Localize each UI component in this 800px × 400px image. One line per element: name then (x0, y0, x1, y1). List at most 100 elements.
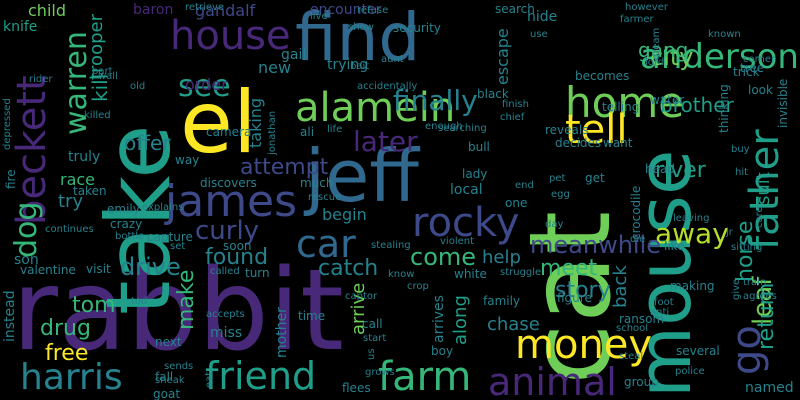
word-finish: finish (502, 99, 529, 110)
word-trying: trying (327, 57, 369, 73)
word-eat: eat (204, 371, 215, 388)
word-accepts: accepts (206, 309, 245, 320)
word-buy: buy (731, 144, 750, 155)
word-foot: foot (654, 297, 674, 308)
word-steal: steal (619, 351, 644, 362)
word-much: much (300, 176, 334, 190)
word-meanwhile: meanwhile (530, 231, 662, 259)
word-invisible: invisible (776, 78, 790, 128)
word-capture: capture (147, 230, 193, 244)
word-money: money (515, 322, 653, 368)
word-tom: tom (72, 293, 116, 318)
word-tell: tell (565, 107, 628, 153)
word-wall: wall (98, 71, 118, 82)
word-use: use (530, 29, 548, 40)
word-refuse: refuse (357, 5, 389, 16)
word-way: way (175, 153, 200, 167)
word-try: try (58, 191, 84, 212)
word-accidentally: accidentally (357, 81, 418, 92)
word-alamein: alamein (295, 85, 456, 131)
word-enough: enough (425, 121, 463, 132)
word-story: story (555, 278, 611, 303)
word-old: old (130, 81, 146, 92)
word-gang: gang (638, 38, 689, 62)
word-next: next (155, 335, 182, 349)
word-give: give (731, 278, 742, 300)
word-river: river (655, 158, 706, 183)
word-fire: fire (4, 169, 18, 189)
word-taking: taking (246, 97, 265, 148)
word-violent: violent (440, 236, 475, 247)
word-decides: decides (555, 136, 602, 150)
word-dream: dream (651, 27, 662, 60)
word-know: know (388, 269, 415, 280)
word-rider: rider (29, 74, 53, 85)
word-set: set (170, 241, 186, 252)
word-time: time (298, 309, 326, 323)
word-aunt: aunt (381, 54, 404, 65)
word-ali: ali (300, 125, 315, 139)
word-grows: grows (365, 367, 395, 378)
word-look: look (748, 83, 773, 97)
word-bull: bull (468, 140, 490, 154)
word-becomes: becomes (575, 69, 630, 83)
word-show: show (348, 22, 374, 33)
word-telling: telling (602, 100, 640, 114)
word-back: back (610, 265, 631, 308)
word-farm: farm (378, 354, 472, 400)
word-gandalf: gandalf (195, 1, 256, 20)
word-hide: hide (527, 9, 558, 25)
word-dog: dog (9, 201, 44, 258)
word-discovers: discovers (200, 176, 257, 190)
word-life: life (327, 124, 343, 135)
word-local: local (450, 182, 483, 198)
word-house: house (170, 13, 291, 59)
word-family: family (483, 294, 521, 308)
word-depressed: depressed (2, 98, 13, 150)
word-city: city (650, 43, 694, 71)
word-called: called (210, 266, 240, 277)
word-named: named (745, 380, 794, 396)
word-el: el (180, 73, 257, 173)
word-ransom: ransom (619, 312, 665, 326)
word-child: child (28, 1, 66, 20)
word-knife: knife (3, 19, 38, 35)
word-live: live (310, 11, 328, 22)
word-continues: continues (45, 224, 94, 235)
word-james: james (165, 176, 298, 227)
word-see: see (178, 69, 231, 104)
word-sitting: sitting (731, 242, 763, 253)
word-rabbit: rabbit (12, 246, 344, 376)
word-stealing: stealing (371, 240, 411, 251)
word-miss: miss (210, 325, 243, 341)
word-anderson: anderson (640, 37, 799, 77)
word-crocodile: crocodile (629, 185, 643, 240)
word-taken: taken (73, 184, 107, 198)
word-baron: baron (133, 2, 174, 18)
word-part: part (92, 66, 113, 77)
word-soon: soon (223, 239, 252, 253)
word-chase: chase (487, 314, 540, 335)
word-making: making (670, 279, 715, 293)
word-found: found (205, 245, 269, 270)
word-home: home (565, 78, 685, 127)
word-race: race (60, 170, 96, 189)
word-goat: goat (153, 387, 181, 400)
word-lord: lord (645, 57, 665, 68)
word-day: day (545, 219, 564, 230)
word-like: like (664, 239, 685, 253)
word-rocky: rocky (412, 200, 520, 246)
word-us: us (366, 348, 377, 360)
word-known: known (708, 29, 741, 40)
word-white: white (454, 267, 487, 281)
word-emily: emily (107, 202, 140, 216)
word-police: police (675, 366, 705, 377)
word-get: get (585, 171, 605, 185)
word-instead: instead (2, 290, 18, 342)
word-pet: pet (549, 173, 566, 184)
word-jeff: jeff (305, 134, 419, 218)
word-animal: animal (488, 360, 617, 400)
word-encounter: encounter (310, 2, 382, 18)
word-sends: sends (164, 361, 194, 372)
word-catch: catch (318, 256, 379, 281)
